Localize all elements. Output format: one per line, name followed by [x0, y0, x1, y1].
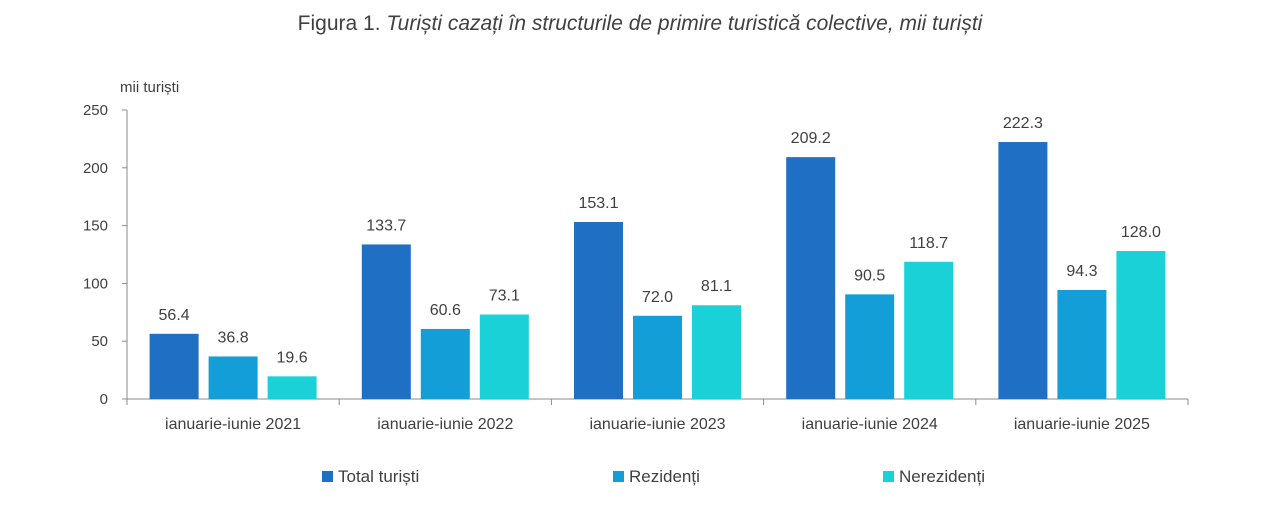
data-label: 56.4 — [159, 307, 190, 324]
bar — [574, 222, 623, 399]
bar — [208, 356, 258, 399]
x-tick-label: ianuarie-iunie 2022 — [377, 416, 513, 433]
bar — [633, 315, 682, 399]
chart-title-prefix: Figura 1. — [297, 12, 381, 35]
data-label: 94.3 — [1066, 263, 1097, 280]
bar — [692, 305, 741, 399]
y-tick-label: 150 — [83, 218, 108, 235]
legend-label: Rezidenți — [629, 467, 700, 486]
data-label: 209.2 — [791, 130, 831, 147]
bar — [267, 376, 317, 399]
data-label: 153.1 — [578, 195, 618, 212]
data-label: 222.3 — [1003, 115, 1043, 132]
x-tick-label: ianuarie-iunie 2025 — [1014, 416, 1150, 433]
y-tick-label: 250 — [83, 102, 108, 119]
chart-title: Figura 1. Turiști cazați în structurile … — [0, 12, 1280, 36]
x-tick-label: ianuarie-iunie 2023 — [589, 416, 725, 433]
data-label: 90.5 — [854, 267, 885, 284]
legend-swatch — [322, 471, 333, 482]
data-label: 133.7 — [366, 217, 406, 234]
bar — [786, 157, 836, 399]
legend-label: Nerezidenți — [899, 467, 985, 486]
legend-swatch — [613, 471, 624, 482]
bar — [361, 244, 411, 399]
bar — [149, 333, 199, 399]
x-tick-label: ianuarie-iunie 2021 — [165, 416, 301, 433]
data-label: 19.6 — [277, 349, 308, 366]
bar — [998, 142, 1048, 400]
y-tick-label: 100 — [83, 275, 108, 292]
data-label: 36.8 — [218, 329, 249, 346]
y-tick-label: 0 — [100, 391, 108, 408]
bar — [1057, 289, 1107, 399]
data-label: 128.0 — [1121, 224, 1161, 241]
data-label: 60.6 — [430, 302, 461, 319]
bar — [420, 328, 470, 399]
x-tick-label: ianuarie-iunie 2024 — [802, 416, 938, 433]
data-label: 81.1 — [701, 278, 732, 295]
chart-title-text: Turiști cazați în structurile de primire… — [386, 12, 983, 35]
y-tick-label: 50 — [91, 333, 108, 350]
legend-swatch — [883, 471, 894, 482]
bar — [904, 261, 954, 399]
y-tick-label: 200 — [83, 160, 108, 177]
data-label: 118.7 — [909, 235, 948, 252]
bar — [479, 314, 529, 399]
data-label: 72.0 — [642, 289, 673, 306]
legend: Total turiști Rezidenți Nerezidenți — [322, 467, 985, 486]
bar — [1116, 251, 1166, 399]
legend-label: Total turiști — [338, 467, 419, 486]
y-axis-label: mii turiști — [120, 79, 179, 96]
bar — [845, 294, 895, 399]
bars: 56.4 36.8 19.6 133.7 60.6 73.1 153.1 72.0 81.1 20… — [149, 115, 1166, 400]
data-label: 73.1 — [489, 287, 520, 304]
